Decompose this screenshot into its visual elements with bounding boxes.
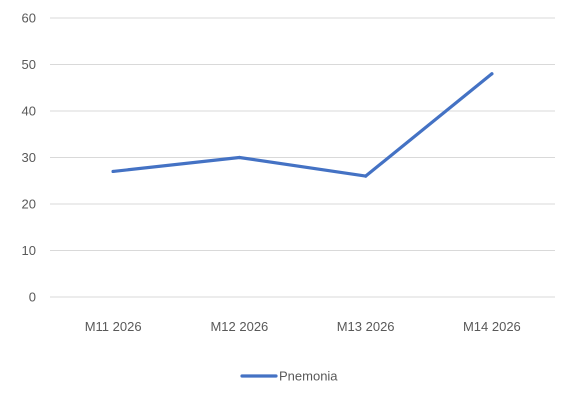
y-tick-label: 20 [22, 197, 36, 212]
series-lines [111, 72, 494, 178]
y-tick-label: 0 [29, 290, 36, 305]
x-tick-label: M12 2026 [210, 319, 268, 334]
data-point [111, 169, 115, 174]
series-line-0 [111, 72, 494, 178]
y-tick-label: 50 [22, 57, 36, 72]
y-tick-label: 40 [22, 104, 36, 119]
y-axis-tick-labels: 0 10 20 30 40 50 60 [22, 11, 36, 305]
legend-label: Pnemonia [279, 369, 338, 384]
x-tick-label: M13 2026 [337, 319, 395, 334]
legend: Pnemonia [240, 369, 338, 384]
x-axis-tick-labels: M11 2026 M12 2026 M13 2026 M14 2026 [85, 319, 521, 334]
x-tick-label: M14 2026 [463, 319, 521, 334]
data-point [237, 155, 241, 160]
y-tick-label: 60 [22, 11, 36, 26]
y-tick-label: 10 [22, 243, 36, 258]
gridlines [50, 17, 555, 298]
data-point [490, 72, 494, 76]
y-tick-label: 30 [22, 150, 36, 165]
data-point [364, 174, 368, 178]
x-tick-label: M11 2026 [85, 319, 142, 334]
